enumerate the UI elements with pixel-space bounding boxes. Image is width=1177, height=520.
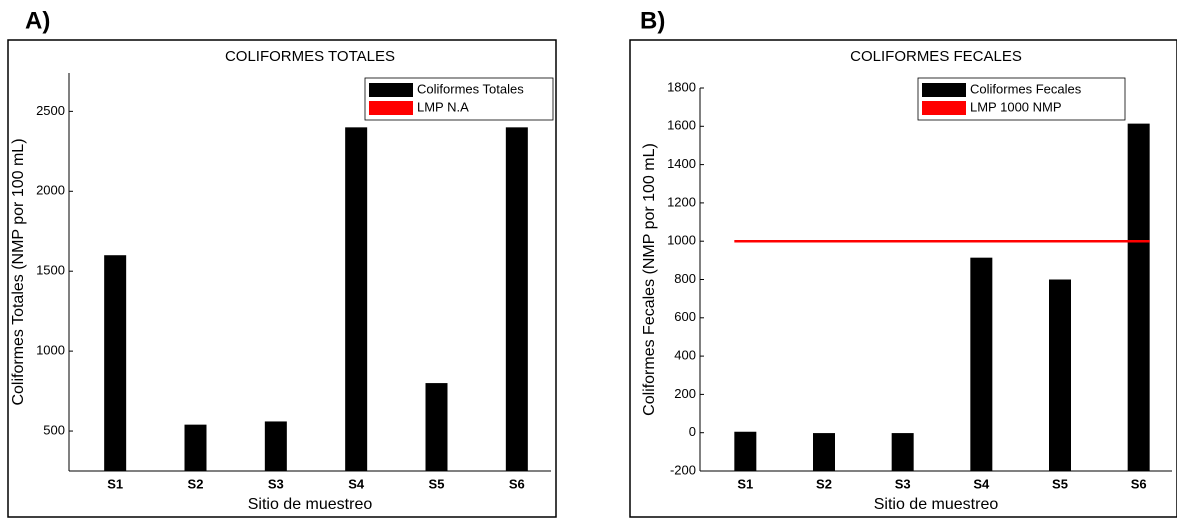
legend-swatch [369,83,413,97]
x-tick-label: S4 [348,476,365,491]
bar [264,421,287,471]
y-tick-label: 1000 [667,233,696,248]
bar [813,433,835,471]
panel-frame [7,39,557,518]
panel-label: B) [640,7,665,34]
y-tick-label: 800 [674,271,696,286]
x-tick-label: S6 [509,476,525,491]
y-tick-label: 0 [689,424,696,439]
bar [184,424,207,471]
x-tick-label: S4 [973,476,990,491]
y-tick-label: 600 [674,309,696,324]
bar [970,257,993,471]
y-tick-label: 200 [674,386,696,401]
chart-title: COLIFORMES FECALES [850,48,1022,65]
y-tick-label: 1000 [36,343,65,358]
x-tick-label: S2 [188,476,204,491]
x-tick-label: S1 [737,476,753,491]
bar [345,127,368,471]
y-tick-label: -200 [670,462,696,477]
bar [734,431,757,471]
y-tick-label: 1200 [667,194,696,209]
y-tick-label: 1800 [667,79,696,94]
y-axis-label: Coliformes Fecales (NMP por 100 mL) [641,143,658,416]
y-tick-label: 2000 [36,183,65,198]
bar [425,383,448,471]
y-tick-label: 1600 [667,118,696,133]
bar [104,255,127,471]
x-tick-label: S3 [268,476,284,491]
bar [891,433,914,471]
y-tick-label: 500 [43,422,65,437]
panel-label: A) [25,7,50,34]
chart-title: COLIFORMES TOTALES [225,48,395,65]
legend-swatch [369,101,413,115]
x-tick-label: S5 [1052,476,1068,491]
legend-swatch [922,83,966,97]
legend-label: LMP N.A [417,99,469,114]
y-tick-label: 1500 [36,263,65,278]
y-tick-label: 400 [674,348,696,363]
bar [1049,279,1071,471]
x-tick-label: S5 [429,476,445,491]
y-tick-label: 1400 [667,156,696,171]
x-tick-label: S3 [895,476,911,491]
bar [1127,123,1150,471]
y-axis-label: Coliformes Totales (NMP por 100 mL) [10,138,27,405]
x-tick-label: S1 [107,476,123,491]
legend-label: Coliformes Fecales [970,81,1082,96]
legend-swatch [922,101,966,115]
legend-label: Coliformes Totales [417,81,524,96]
y-tick-label: 2500 [36,103,65,118]
x-tick-label: S6 [1131,476,1147,491]
x-tick-label: S2 [816,476,832,491]
x-axis-label: Sitio de muestreo [248,496,373,513]
legend-label: LMP 1000 NMP [970,99,1062,114]
bar [505,127,528,471]
panel-frame [629,39,1177,518]
x-axis-label: Sitio de muestreo [874,496,999,513]
